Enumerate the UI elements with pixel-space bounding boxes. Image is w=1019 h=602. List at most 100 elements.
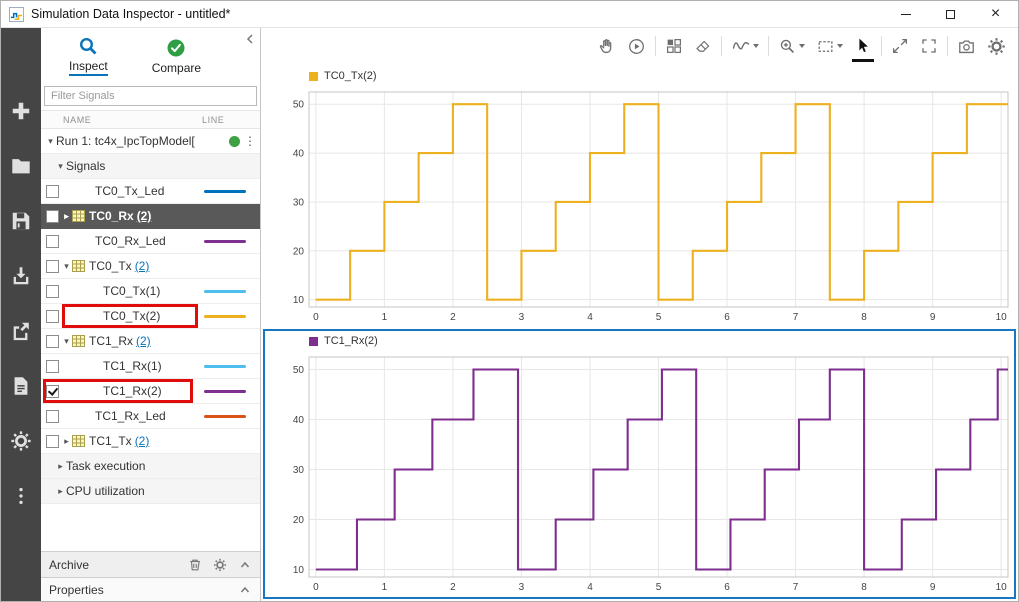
tab-inspect[interactable]: Inspect bbox=[69, 36, 108, 76]
open-icon[interactable] bbox=[10, 155, 32, 177]
signal-count-link[interactable]: (2) bbox=[134, 259, 150, 273]
snapshot-camera-icon[interactable] bbox=[955, 33, 978, 59]
signal-plot[interactable]: 0 1 2 3 4 5 6 7 8 9 10 10 20 30 40 50 bbox=[265, 86, 1014, 327]
layout-grid-icon[interactable] bbox=[663, 33, 685, 59]
signal-row[interactable]: TC0_Rx_Led bbox=[41, 229, 260, 254]
group-row[interactable]: ▸ Task execution bbox=[41, 454, 260, 479]
svg-text:8: 8 bbox=[861, 582, 867, 593]
signal-checkbox[interactable] bbox=[46, 334, 59, 348]
parent-row[interactable]: ▾ TC0_Tx (2) bbox=[41, 254, 260, 279]
signal-count-link[interactable]: (2) bbox=[136, 209, 152, 223]
fullscreen-icon[interactable] bbox=[918, 33, 940, 59]
group-row[interactable]: ▸ CPU utilization bbox=[41, 479, 260, 504]
chevron-down-icon bbox=[753, 44, 759, 48]
zoom-in-icon[interactable] bbox=[776, 33, 807, 59]
add-icon[interactable] bbox=[10, 100, 32, 122]
save-icon[interactable] bbox=[10, 210, 32, 232]
window-title: Simulation Data Inspector - untitled* bbox=[31, 7, 231, 21]
expander-right-icon[interactable]: ▸ bbox=[64, 210, 69, 221]
signal-tree: ▾ Run 1: tc4x_IpcTopModel[⋮ ▾ Signals TC0_Tx… bbox=[41, 129, 260, 551]
signal-row[interactable]: TC0_Tx(2) bbox=[41, 304, 260, 329]
group-row[interactable]: ▾ Signals bbox=[41, 154, 260, 179]
maximize-button[interactable] bbox=[928, 1, 973, 27]
zoom-region-icon[interactable] bbox=[814, 33, 845, 59]
run-label: Run 1: tc4x_IpcTopModel[ bbox=[56, 134, 195, 148]
signal-plot[interactable]: 0 1 2 3 4 5 6 7 8 9 10 10 20 30 40 50 bbox=[265, 351, 1014, 597]
parent-row[interactable]: ▾ TC1_Rx (2) bbox=[41, 329, 260, 354]
signal-checkbox[interactable] bbox=[46, 384, 59, 398]
trash-icon[interactable] bbox=[188, 558, 202, 572]
svg-text:30: 30 bbox=[293, 465, 305, 476]
legend-swatch bbox=[309, 336, 318, 346]
export-icon[interactable] bbox=[10, 320, 32, 342]
preferences-icon[interactable] bbox=[10, 430, 32, 452]
gear-icon[interactable] bbox=[213, 558, 227, 572]
signal-checkbox[interactable] bbox=[46, 409, 59, 423]
legend-label: TC1_Rx(2) bbox=[324, 335, 378, 347]
signal-label: TC0_Rx bbox=[89, 209, 134, 223]
signal-label: TC1_Rx(2) bbox=[103, 384, 162, 398]
collapse-panel-button[interactable] bbox=[244, 32, 256, 50]
signal-wave-icon[interactable] bbox=[729, 33, 761, 59]
group-label: Signals bbox=[66, 159, 106, 173]
signal-count-link[interactable]: (2) bbox=[134, 434, 150, 448]
maximize-icon bbox=[946, 9, 955, 19]
expander-down-icon[interactable]: ▾ bbox=[48, 135, 53, 146]
collapse-up-icon[interactable] bbox=[238, 558, 252, 572]
signal-checkbox[interactable] bbox=[46, 209, 59, 223]
expander-down-icon[interactable]: ▾ bbox=[58, 160, 63, 171]
signal-checkbox[interactable] bbox=[46, 359, 59, 373]
more-icon[interactable] bbox=[10, 485, 32, 507]
close-button[interactable]: × bbox=[973, 1, 1018, 27]
replay-icon[interactable] bbox=[625, 33, 648, 59]
signal-row[interactable]: TC0_Tx(1) bbox=[41, 279, 260, 304]
expander-right-icon[interactable]: ▸ bbox=[64, 435, 69, 446]
title-bar[interactable]: Simulation Data Inspector - untitled* × bbox=[1, 1, 1018, 28]
signal-checkbox[interactable] bbox=[46, 309, 59, 323]
signal-checkbox[interactable] bbox=[46, 284, 59, 298]
tab-compare[interactable]: Compare bbox=[152, 38, 201, 75]
archive-section[interactable]: Archive bbox=[41, 551, 260, 577]
expander-down-icon[interactable]: ▾ bbox=[64, 335, 69, 346]
minimize-button[interactable] bbox=[883, 1, 928, 27]
parent-row[interactable]: ▸ TC1_Tx (2) bbox=[41, 429, 260, 454]
run-row[interactable]: ▾ Run 1: tc4x_IpcTopModel[ ⋮ bbox=[41, 129, 260, 154]
settings-gear-icon[interactable] bbox=[985, 33, 1008, 59]
signal-label: TC0_Tx bbox=[89, 259, 132, 273]
subplot-bottom[interactable]: TC1_Rx(2) 0 1 2 3 4 5 6 7 8 9 10 10 20 30 40 50 bbox=[263, 329, 1016, 599]
report-icon[interactable] bbox=[10, 375, 32, 397]
expander-right-icon[interactable]: ▸ bbox=[58, 460, 63, 471]
svg-text:3: 3 bbox=[519, 582, 525, 593]
svg-text:10: 10 bbox=[293, 295, 305, 306]
signal-row[interactable]: TC1_Rx(1) bbox=[41, 354, 260, 379]
signal-checkbox[interactable] bbox=[46, 234, 59, 248]
legend: TC0_Tx(2) bbox=[265, 66, 1014, 86]
expander-down-icon[interactable]: ▾ bbox=[64, 260, 69, 271]
run-menu-icon[interactable]: ⋮ bbox=[244, 134, 256, 148]
mode-tabs: Inspect Compare bbox=[41, 28, 260, 84]
chevron-down-icon bbox=[837, 44, 843, 48]
parent-row[interactable]: ▸ TC0_Rx (2) bbox=[41, 204, 260, 229]
collapse-up-icon[interactable] bbox=[238, 583, 252, 597]
properties-section[interactable]: Properties bbox=[41, 577, 260, 601]
fit-to-view-icon[interactable] bbox=[889, 33, 911, 59]
signal-checkbox[interactable] bbox=[46, 434, 59, 448]
pan-hand-icon[interactable] bbox=[595, 33, 618, 59]
signal-count-link[interactable]: (2) bbox=[136, 334, 151, 348]
signal-row[interactable]: TC1_Rx(2) bbox=[41, 379, 260, 404]
signal-row[interactable]: TC0_Tx_Led bbox=[41, 179, 260, 204]
signal-checkbox[interactable] bbox=[46, 259, 59, 273]
eraser-icon[interactable] bbox=[692, 33, 714, 59]
toolbar-separator bbox=[881, 36, 882, 56]
svg-text:2: 2 bbox=[450, 582, 456, 593]
signal-row[interactable]: TC1_Rx_Led bbox=[41, 404, 260, 429]
filter-signals-input[interactable] bbox=[44, 86, 257, 106]
import-icon[interactable] bbox=[10, 265, 32, 287]
svg-text:40: 40 bbox=[293, 415, 305, 426]
expander-right-icon[interactable]: ▸ bbox=[58, 485, 63, 496]
chevron-left-icon bbox=[246, 34, 253, 44]
signal-checkbox[interactable] bbox=[46, 184, 59, 198]
subplot-top[interactable]: TC0_Tx(2) 0 1 2 3 4 5 6 7 8 9 10 10 20 30 40 50 bbox=[263, 64, 1016, 329]
pointer-icon[interactable] bbox=[852, 33, 874, 62]
